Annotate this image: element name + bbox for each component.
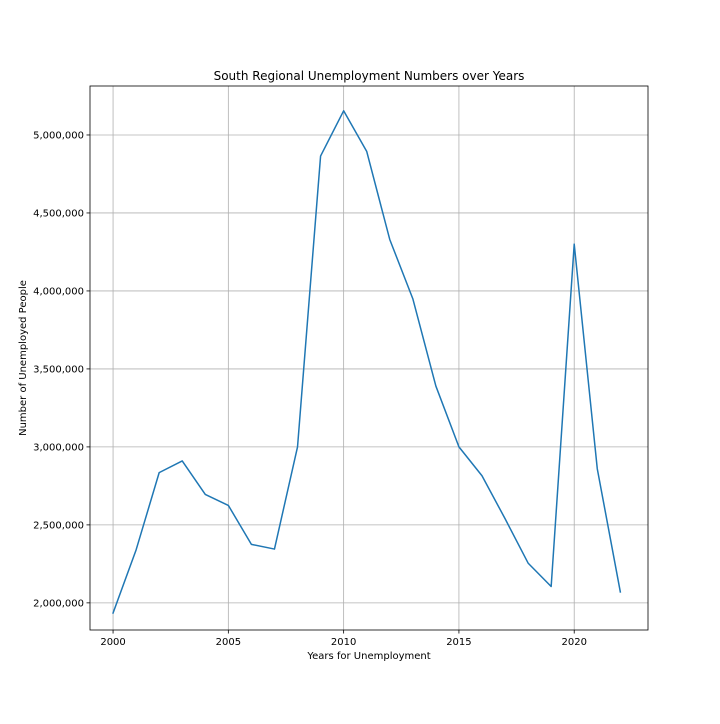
x-tick-label: 2015 [446, 637, 471, 648]
x-tick-label: 2005 [216, 637, 241, 648]
x-tick-label: 2010 [331, 637, 356, 648]
y-tick-label: 4,000,000 [33, 286, 84, 297]
y-tick-label: 5,000,000 [33, 130, 84, 141]
y-tick-label: 3,000,000 [33, 442, 84, 453]
x-tick-label: 2000 [100, 637, 125, 648]
chart-title: South Regional Unemployment Numbers over… [214, 69, 525, 83]
x-axis-label: Years for Unemployment [306, 651, 430, 662]
series-line [112, 110, 622, 614]
series-lines [112, 110, 622, 614]
plot-frame [89, 85, 649, 631]
y-tick-label: 4,500,000 [33, 208, 84, 219]
y-axis-label: Number of Unemployed People [18, 280, 29, 436]
y-tick-label: 2,500,000 [33, 520, 84, 531]
y-tick-label: 2,000,000 [33, 598, 84, 609]
y-tick-label: 3,500,000 [33, 364, 84, 375]
axis-ticks: 2000 2005 2010 2015 2020 2,000,000 2,500,000 3,… [33, 130, 587, 648]
x-tick-label: 2020 [561, 637, 586, 648]
grid-lines [90, 86, 648, 630]
